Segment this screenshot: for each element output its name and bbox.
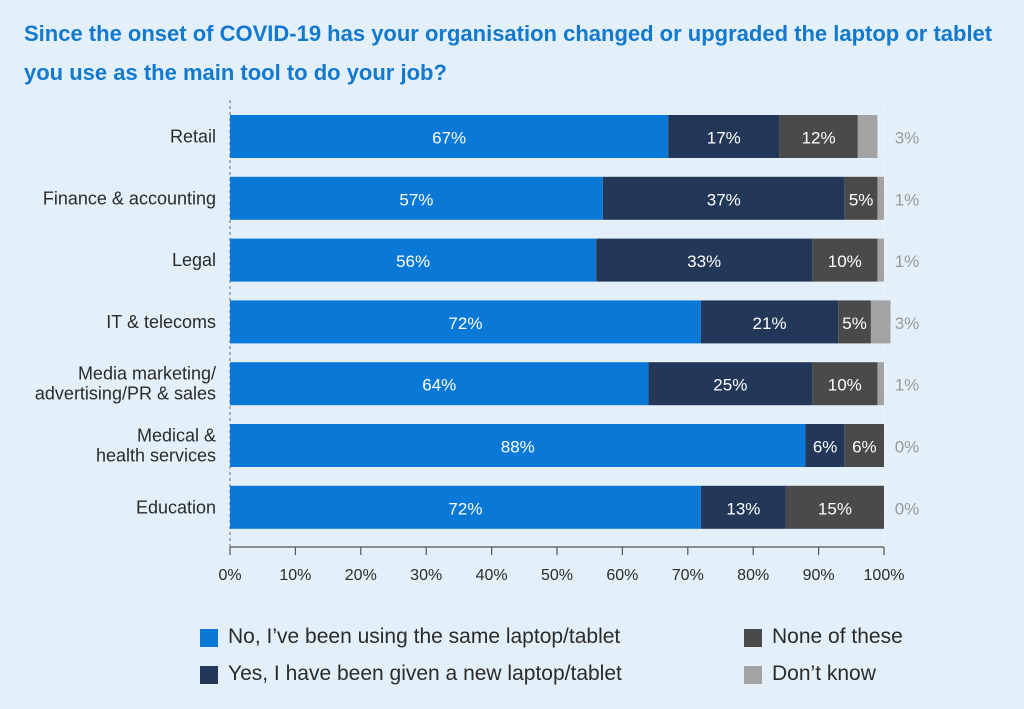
- bar-segment-no-i-ve-been-using-the-same-laptop-tablet-legal: [230, 238, 597, 282]
- legend-swatch: [744, 629, 762, 647]
- data-label-no-i-ve-been-using-the-same-laptop-tablet-legal: 56%: [396, 252, 430, 271]
- x-tick-label-2: 20%: [345, 567, 377, 584]
- data-label-yes-i-have-been-given-a-new-laptop-tablet-education: 13%: [726, 499, 760, 518]
- x-tick-label-1: 10%: [279, 567, 311, 584]
- bar-segment-don-t-know-it-telecoms: [870, 300, 891, 344]
- data-label-none-of-these-education: 15%: [818, 499, 852, 518]
- bar-segment-none-of-these-legal: [812, 238, 878, 282]
- category-label-retail: Retail: [170, 127, 216, 147]
- bar-segment-yes-i-have-been-given-a-new-laptop-tablet-education: [700, 485, 786, 529]
- category-label-legal: Legal: [172, 250, 216, 270]
- bar-segment-don-t-know-finance-accounting: [877, 176, 884, 220]
- bar-segment-yes-i-have-been-given-a-new-laptop-tablet-medical-health-services: [805, 424, 845, 467]
- bar-segment-no-i-ve-been-using-the-same-laptop-tablet-it-telecoms: [230, 300, 701, 344]
- x-tick-label-8: 80%: [737, 567, 769, 584]
- bar-segment-yes-i-have-been-given-a-new-laptop-tablet-media-marketing-advertising-pr-sales: [648, 362, 813, 406]
- data-label-don-t-know-legal: 1%: [895, 252, 920, 271]
- bar-segment-none-of-these-it-telecoms: [838, 300, 871, 344]
- category-label-finance-accounting: Finance & accounting: [43, 188, 216, 208]
- legend-label: None of these: [772, 625, 903, 648]
- bar-segment-no-i-ve-been-using-the-same-laptop-tablet-media-marketing-advertising-pr-sales: [230, 362, 649, 406]
- x-tick-label-6: 60%: [606, 567, 638, 584]
- bar-segment-don-t-know-legal: [877, 238, 884, 282]
- category-label-medical-health-services: Medical & health services: [96, 426, 216, 466]
- data-label-yes-i-have-been-given-a-new-laptop-tablet-legal: 33%: [687, 252, 721, 271]
- legend-label: No, I’ve been using the same laptop/tabl…: [228, 625, 621, 648]
- category-label-it-telecoms: IT & telecoms: [106, 312, 216, 332]
- bar-segment-none-of-these-retail: [779, 115, 858, 158]
- bar-segment-don-t-know-media-marketing-advertising-pr-sales: [877, 362, 884, 406]
- bar-segment-yes-i-have-been-given-a-new-laptop-tablet-finance-accounting: [602, 176, 845, 220]
- data-label-none-of-these-legal: 10%: [828, 252, 862, 271]
- data-label-no-i-ve-been-using-the-same-laptop-tablet-medical-health-services: 88%: [501, 438, 535, 457]
- bar-segment-no-i-ve-been-using-the-same-laptop-tablet-medical-health-services: [230, 424, 806, 467]
- data-label-yes-i-have-been-given-a-new-laptop-tablet-it-telecoms: 21%: [753, 314, 787, 333]
- bar-segment-none-of-these-medical-health-services: [844, 424, 884, 467]
- x-tick-label-7: 70%: [672, 567, 704, 584]
- data-label-don-t-know-medical-health-services: 0%: [895, 438, 920, 457]
- chart-title: Since the onset of COVID-19 has your org…: [24, 21, 993, 85]
- data-label-yes-i-have-been-given-a-new-laptop-tablet-finance-accounting: 37%: [707, 190, 741, 209]
- bar-segment-yes-i-have-been-given-a-new-laptop-tablet-retail: [668, 115, 780, 158]
- stacked-bar-chart: Retail 67% 17% 12% 3% Finance & accounting 57%…: [35, 100, 920, 584]
- legend-swatch: [744, 666, 762, 684]
- data-label-don-t-know-finance-accounting: 1%: [895, 190, 920, 209]
- bar-segment-no-i-ve-been-using-the-same-laptop-tablet-finance-accounting: [230, 176, 603, 220]
- data-label-none-of-these-finance-accounting: 5%: [849, 190, 874, 209]
- legend-swatch: [200, 666, 218, 684]
- data-label-yes-i-have-been-given-a-new-laptop-tablet-retail: 17%: [707, 129, 741, 148]
- bar-segment-none-of-these-finance-accounting: [844, 176, 878, 220]
- x-tick-label-9: 90%: [803, 567, 835, 584]
- bar-segment-no-i-ve-been-using-the-same-laptop-tablet-education: [230, 485, 701, 529]
- bar-segment-don-t-know-retail: [857, 115, 878, 158]
- bar-segment-none-of-these-education: [785, 485, 884, 529]
- data-label-don-t-know-it-telecoms: 3%: [895, 314, 920, 333]
- x-tick-label-3: 30%: [410, 567, 442, 584]
- data-label-no-i-ve-been-using-the-same-laptop-tablet-it-telecoms: 72%: [448, 314, 482, 333]
- legend-label: Don’t know: [772, 662, 876, 685]
- data-label-none-of-these-retail: 12%: [802, 129, 836, 148]
- data-label-don-t-know-education: 0%: [895, 499, 920, 518]
- data-label-don-t-know-media-marketing-advertising-pr-sales: 1%: [895, 376, 920, 395]
- x-tick-label-10: 100%: [864, 567, 905, 584]
- x-tick-label-5: 50%: [541, 567, 573, 584]
- data-label-none-of-these-medical-health-services: 6%: [852, 438, 877, 457]
- data-label-no-i-ve-been-using-the-same-laptop-tablet-finance-accounting: 57%: [399, 190, 433, 209]
- data-label-yes-i-have-been-given-a-new-laptop-tablet-medical-health-services: 6%: [813, 438, 838, 457]
- category-label-media-marketing-advertising-pr-sales: Media marketing/advertising/PR & sales: [35, 364, 216, 404]
- category-label-education: Education: [136, 497, 216, 517]
- data-label-none-of-these-media-marketing-advertising-pr-sales: 10%: [828, 376, 862, 395]
- x-tick-label-0: 0%: [218, 567, 241, 584]
- data-label-don-t-know-retail: 3%: [895, 129, 920, 148]
- legend-swatch: [200, 629, 218, 647]
- legend-label: Yes, I have been given a new laptop/tabl…: [228, 662, 622, 685]
- data-label-no-i-ve-been-using-the-same-laptop-tablet-education: 72%: [448, 499, 482, 518]
- bar-segment-no-i-ve-been-using-the-same-laptop-tablet-retail: [230, 115, 669, 158]
- data-label-yes-i-have-been-given-a-new-laptop-tablet-media-marketing-advertising-pr-sales: 25%: [713, 376, 747, 395]
- data-label-no-i-ve-been-using-the-same-laptop-tablet-retail: 67%: [432, 129, 466, 148]
- data-label-none-of-these-it-telecoms: 5%: [842, 314, 867, 333]
- bar-segment-yes-i-have-been-given-a-new-laptop-tablet-it-telecoms: [700, 300, 839, 344]
- data-label-no-i-ve-been-using-the-same-laptop-tablet-media-marketing-advertising-pr-sales: 64%: [422, 376, 456, 395]
- x-tick-label-4: 40%: [476, 567, 508, 584]
- bar-segment-none-of-these-media-marketing-advertising-pr-sales: [812, 362, 878, 406]
- bar-segment-yes-i-have-been-given-a-new-laptop-tablet-legal: [596, 238, 813, 282]
